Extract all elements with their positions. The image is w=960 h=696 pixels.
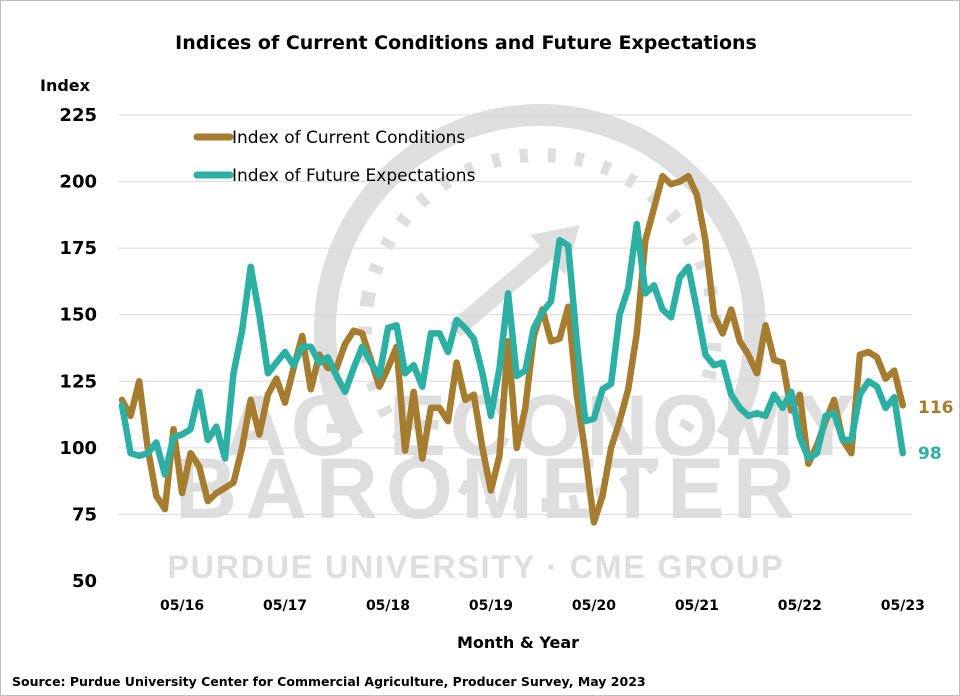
y-tick-label: 150: [59, 305, 97, 326]
x-tick-label: 05/19: [469, 598, 513, 614]
x-tick-label: 05/17: [263, 598, 307, 614]
end-label-current: 116: [918, 398, 954, 418]
y-axis-label: Index: [40, 76, 91, 95]
legend-label-current: Index of Current Conditions: [232, 128, 465, 148]
end-label-future: 98: [918, 444, 942, 464]
x-tick-label: 05/20: [572, 598, 616, 614]
y-tick-label: 200: [59, 172, 97, 193]
chart-title: Indices of Current Conditions and Future…: [175, 32, 757, 54]
x-tick-label: 05/21: [675, 598, 719, 614]
legend: Index of Current Conditions Index of Fut…: [193, 128, 476, 186]
x-tick-label: 05/22: [778, 598, 822, 614]
watermark-logo: AG ECONOMY BAROMETER PURDUE UNIVERSITY ·…: [168, 103, 855, 585]
svg-text:AG ECONOMY: AG ECONOMY: [225, 378, 855, 474]
source-note: Source: Purdue University Center for Com…: [12, 674, 646, 689]
y-tick-label: 225: [59, 105, 97, 126]
series-line-future-expectations: [118, 220, 907, 478]
svg-text:PURDUE UNIVERSITY · CME GROUP: PURDUE UNIVERSITY · CME GROUP: [168, 549, 783, 585]
series-line-current-conditions: [118, 172, 907, 526]
y-tick-label: 175: [59, 238, 97, 259]
y-tick-label: 75: [72, 504, 97, 525]
y-tick-label: 50: [72, 571, 97, 592]
x-tick-label: 05/18: [366, 598, 410, 614]
y-tick-label: 100: [59, 438, 97, 459]
legend-label-future: Index of Future Expectations: [232, 166, 476, 186]
x-axis-label: Month & Year: [457, 633, 579, 652]
x-tick-label: 05/23: [881, 598, 925, 614]
x-tick-label: 05/16: [160, 598, 204, 614]
y-tick-label: 125: [59, 371, 97, 392]
